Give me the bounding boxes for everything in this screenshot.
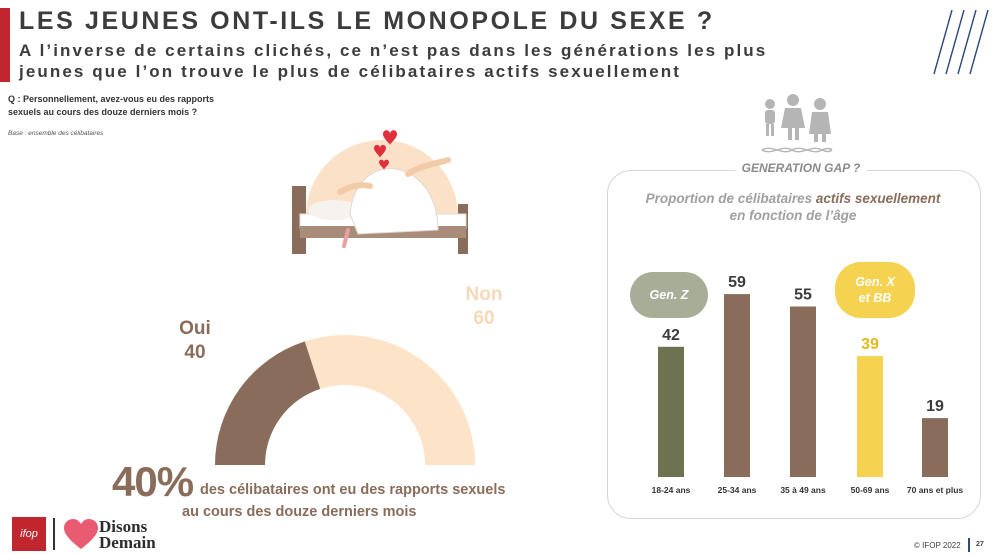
category-label-2: 25-34 ans [718, 485, 757, 495]
bar-value-label-3: 55 [794, 287, 812, 304]
headline-statement-line-2: au cours des douze derniers mois [182, 504, 417, 520]
non-label-text: Non [465, 284, 503, 305]
oui-value-text: 40 [184, 342, 206, 363]
bar-5 [922, 418, 948, 477]
heart-logo-icon [64, 519, 98, 549]
diagonal-lines-decoration [933, 9, 989, 75]
bar-4 [857, 356, 883, 477]
chart-title-highlight: actifs sexuellement [815, 191, 941, 206]
gen-x-bb-pill: Gen. X et BB [835, 262, 915, 318]
subtitle-line-2: jeunes que l’on trouve le plus de céliba… [19, 62, 682, 81]
gauge-segment-non [304, 335, 475, 465]
bed-illustration [292, 130, 468, 254]
gauge-label-non: Non 60 [458, 283, 510, 331]
chart-title-prefix: Proportion de célibataires [645, 191, 816, 206]
headline-percentage: 40% [112, 458, 194, 505]
subtitle-line-1: A l’inverse de certains clichés, ce n’es… [19, 41, 768, 60]
bar-value-label-1: 42 [662, 327, 680, 344]
category-label-4: 50-69 ans [851, 485, 890, 495]
non-value-text: 60 [473, 308, 495, 329]
bar-1 [658, 346, 684, 477]
gauge-label-oui: Oui 40 [170, 317, 220, 365]
bar-value-label-5: 19 [926, 398, 944, 415]
generation-gap-badge: GENERATION GAP ? [735, 161, 867, 175]
category-label-1: 18-24 ans [652, 485, 691, 495]
survey-question: Q : Personnellement, avez-vous eu des ra… [8, 93, 214, 119]
question-line-1: Q : Personnellement, avez-vous eu des ra… [8, 94, 215, 104]
gen-x-pill-line-2: et BB [858, 291, 892, 305]
brand-accent-bar [0, 8, 10, 82]
page-title: LES JEUNES ONT-ILS LE MONOPOLE DU SEXE ? [19, 7, 715, 35]
question-line-2: sexuels au cours des douze derniers mois… [8, 107, 198, 117]
page-number-separator [968, 538, 970, 552]
headline-statement-line-1: des célibataires ont eu des rapports sex… [200, 482, 506, 498]
page-subtitle: A l’inverse de certains clichés, ce n’es… [19, 40, 767, 82]
bar-3 [790, 306, 816, 477]
yes-no-gauge-chart [215, 335, 475, 465]
logo-separator [53, 518, 55, 550]
partner-line-2: Demain [99, 533, 156, 552]
gauge-segment-oui [215, 341, 321, 465]
chart-title-line-2: en fonction de l’âge [729, 208, 857, 223]
gen-x-pill-line-1: Gen. X [855, 275, 895, 289]
page-number: 27 [976, 541, 984, 548]
copyright-text: © IFOP 2022 [914, 541, 961, 550]
partner-line-1: Disons [99, 517, 148, 536]
chart-title-line-1: Proportion de célibataires actifs sexuel… [612, 191, 974, 206]
oui-label-text: Oui [179, 318, 211, 339]
age-bar-chart: 42 18-24 ans 59 25-34 ans 55 35 à 49 ans 39 50-… [652, 274, 964, 495]
category-label-3: 35 à 49 ans [780, 485, 826, 495]
gen-z-pill: Gen. Z [630, 272, 708, 318]
disons-demain-logo: Disons Demain [99, 517, 156, 552]
ifop-logo: ifop [12, 517, 46, 551]
bar-value-label-4: 39 [861, 336, 879, 353]
survey-base: Base : ensemble des célibataires [8, 130, 104, 137]
generations-icon [761, 94, 833, 153]
gen-z-pill-text: Gen. Z [649, 288, 689, 302]
bar-2 [724, 294, 750, 477]
bar-value-label-2: 59 [728, 274, 746, 291]
category-label-5: 70 ans et plus [907, 485, 963, 495]
